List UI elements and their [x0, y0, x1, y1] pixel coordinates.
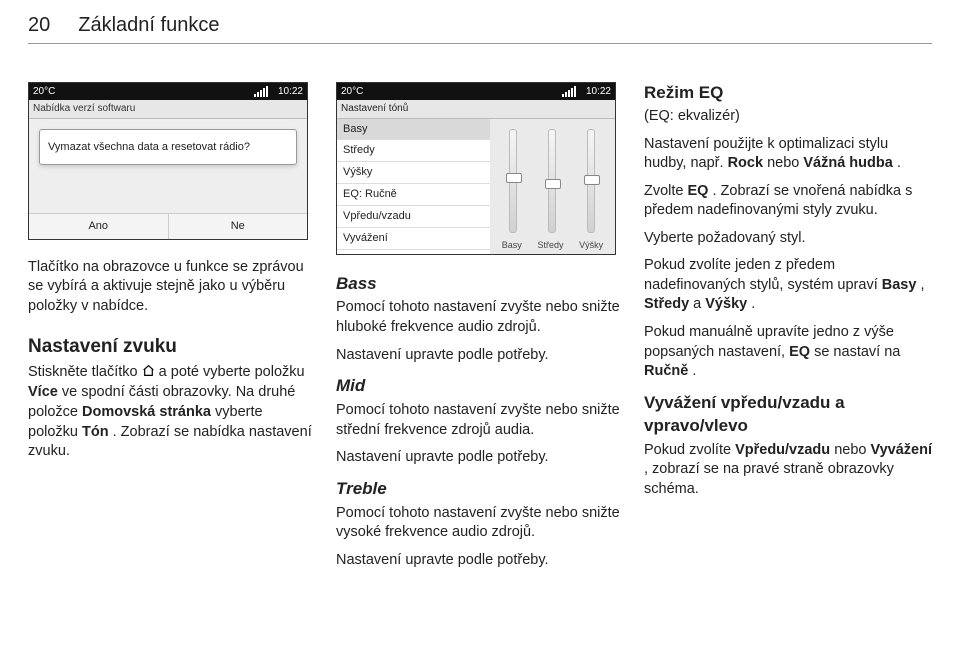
dialog-buttons: Ano Ne: [29, 213, 307, 239]
home-icon: [142, 364, 155, 384]
slider-label: Basy: [502, 239, 522, 251]
screen-title: Nastavení tónů: [337, 100, 615, 119]
paragraph: Nastavení upravte podle potřeby.: [336, 346, 624, 366]
page-header: 20 Základní funkce: [28, 14, 932, 37]
paragraph: Pomocí tohoto nastavení zvyšte nebo sniž…: [336, 401, 624, 440]
dialog-yes-button: Ano: [29, 213, 169, 239]
status-time: 10:22: [278, 85, 303, 99]
heading-eq-mode: Režim EQ: [644, 82, 932, 105]
statusbar: 20°C 10:22: [29, 83, 307, 100]
paragraph: Pomocí tohoto nastavení zvyšte nebo sniž…: [336, 504, 624, 543]
list-item: Basy: [337, 119, 490, 141]
slider-thumb: [506, 173, 522, 183]
slider-thumb: [545, 179, 561, 189]
paragraph: Nastavení upravte podle potřeby.: [336, 448, 624, 468]
slider-label: Výšky: [579, 239, 603, 251]
eq-subtitle: (EQ: ekvalizér): [644, 107, 932, 127]
list-item: Středy: [337, 140, 490, 162]
paragraph: Pokud manuálně upravíte jedno z výše pop…: [644, 323, 932, 382]
list-item: Vpředu/vzadu: [337, 206, 490, 228]
slider-track: [509, 129, 517, 234]
column-2: 20°C 10:22 Nastavení tónů Basy Středy Vý…: [336, 82, 624, 578]
page: 20 Základní funkce 20°C 10:22 Nabídka ve…: [0, 0, 960, 655]
slider-tracks: [494, 125, 611, 238]
paragraph: Tlačítko na obrazovce u funkce se zprávo…: [28, 258, 316, 317]
eq-sliders: Basy Středy Výšky: [490, 119, 615, 254]
heading-fade-balance: Vyvážení vpředu/vzadu a vpravo/vlevo: [644, 392, 932, 438]
signal-icon: [561, 86, 576, 97]
columns: 20°C 10:22 Nabídka verzí softwaru Vymaza…: [28, 82, 932, 578]
paragraph: Pomocí tohoto nastavení zvyšte nebo sniž…: [336, 298, 624, 337]
slider-thumb: [584, 175, 600, 185]
screen-body: Vymazat všechna data a resetovat rádio? …: [29, 119, 307, 239]
screen-body: Basy Středy Výšky EQ: Ručně Vpředu/vzadu…: [337, 119, 615, 254]
paragraph: Stiskněte tlačítko a poté vyberte položk…: [28, 363, 316, 462]
paragraph: Zvolte EQ . Zobrazí se vnořená nabídka s…: [644, 182, 932, 221]
slider-labels: Basy Středy Výšky: [494, 237, 611, 251]
page-title: Základní funkce: [78, 14, 219, 37]
column-3: Režim EQ (EQ: ekvalizér) Nastavení použi…: [644, 82, 932, 578]
signal-icon: [253, 86, 268, 97]
status-temp: 20°C: [341, 85, 363, 99]
heading-sound-settings: Nastavení zvuku: [28, 334, 316, 360]
slider-track: [548, 129, 556, 234]
paragraph: Nastavení použijte k optimalizaci stylu …: [644, 135, 932, 174]
header-divider: [28, 43, 932, 44]
slider-label: Středy: [537, 239, 563, 251]
list-item: Výšky: [337, 162, 490, 184]
paragraph: Nastavení upravte podle potřeby.: [336, 551, 624, 571]
paragraph: Pokud zvolíte Vpředu/vzadu nebo Vyvážení…: [644, 441, 932, 500]
slider-track: [587, 129, 595, 234]
eq-list: Basy Středy Výšky EQ: Ručně Vpředu/vzadu…: [337, 119, 490, 254]
page-number: 20: [28, 14, 50, 37]
dialog-text: Vymazat všechna data a resetovat rádio?: [39, 129, 297, 166]
mock-screen-eq: 20°C 10:22 Nastavení tónů Basy Středy Vý…: [336, 82, 616, 255]
list-item: EQ: Ručně: [337, 184, 490, 206]
screen-title: Nabídka verzí softwaru: [29, 100, 307, 119]
paragraph: Pokud zvolíte jeden z předem nadefinovan…: [644, 256, 932, 315]
paragraph: Vyberte požadovaný styl.: [644, 229, 932, 249]
heading-treble: Treble: [336, 478, 624, 501]
heading-bass: Bass: [336, 273, 624, 296]
column-1: 20°C 10:22 Nabídka verzí softwaru Vymaza…: [28, 82, 316, 578]
heading-mid: Mid: [336, 375, 624, 398]
mock-screen-dialog: 20°C 10:22 Nabídka verzí softwaru Vymaza…: [28, 82, 308, 240]
list-item: Vyvážení: [337, 228, 490, 250]
status-temp: 20°C: [33, 85, 55, 99]
status-time: 10:22: [586, 85, 611, 99]
statusbar: 20°C 10:22: [337, 83, 615, 100]
dialog-no-button: Ne: [169, 213, 308, 239]
